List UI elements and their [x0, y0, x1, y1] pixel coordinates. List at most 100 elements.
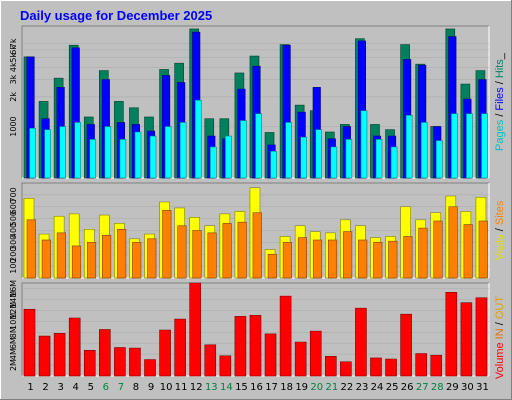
- bar-sites: [252, 212, 262, 279]
- bar-pages: [270, 151, 277, 179]
- bar-volume: [234, 316, 247, 377]
- day-labels: 1 2 3 4 5 6 7 8 9 10 11 12 13 14 15 16 17 18 19 20 21 22 23 24 2…: [27, 382, 488, 393]
- bar-sites: [373, 242, 383, 279]
- bar-pages: [89, 139, 97, 179]
- tick-label: 600: [9, 199, 18, 214]
- bar-volume: [159, 329, 171, 377]
- bar-volume: [460, 302, 473, 377]
- legend-top-part: /: [494, 111, 506, 120]
- bar-sites: [403, 236, 413, 279]
- day-label: 10: [160, 382, 173, 393]
- day-label: 2: [42, 382, 48, 393]
- legend-middle-part: Sites: [494, 200, 506, 225]
- bar-volume: [475, 297, 488, 377]
- panels: 10002k3k4k5k6k7k1002003004005006007002M4…: [9, 25, 490, 377]
- series-volume: [23, 282, 488, 377]
- bar-volume: [38, 335, 51, 377]
- tick-label: 400: [9, 223, 18, 238]
- bar-sites: [297, 237, 307, 279]
- bar-volume: [355, 307, 367, 377]
- bar-sites: [207, 232, 217, 279]
- day-label: 24: [371, 382, 384, 393]
- legend-top-part: Hits: [494, 59, 506, 78]
- day-label: 15: [235, 382, 248, 393]
- bar-pages: [330, 146, 338, 179]
- day-label: 29: [446, 382, 459, 393]
- day-label: 1: [27, 382, 33, 393]
- bar-sites: [86, 242, 97, 279]
- bar-volume: [83, 349, 96, 377]
- tick-label: 1000: [9, 116, 18, 136]
- bar-volume: [294, 341, 307, 377]
- tick-label: 300: [9, 235, 18, 250]
- legend-top-part: Files: [494, 87, 506, 111]
- bar-volume: [309, 330, 322, 377]
- bar-sites: [26, 219, 36, 279]
- tick-label: 16M: [9, 280, 18, 297]
- bar-volume: [23, 308, 36, 377]
- day-label: 16: [250, 382, 263, 393]
- day-label: 21: [325, 382, 338, 393]
- bar-sites: [56, 232, 66, 279]
- bar-pages: [210, 146, 217, 179]
- day-label: 27: [416, 382, 429, 393]
- bar-sites: [358, 239, 368, 279]
- tick-label: 2k: [9, 92, 18, 102]
- bar-volume: [340, 361, 352, 377]
- day-label: 11: [175, 382, 188, 393]
- legend-top: Pages / Files / Hits_: [494, 52, 506, 151]
- tick-label: 700: [9, 187, 18, 202]
- bar-pages: [240, 120, 247, 179]
- day-label: 30: [461, 382, 474, 393]
- bar-pages: [29, 127, 36, 179]
- bar-pages: [255, 113, 262, 179]
- bar-sites: [418, 227, 428, 279]
- bar-sites: [478, 220, 488, 279]
- bar-pages: [466, 113, 473, 179]
- series-sites: [26, 206, 488, 279]
- tick-label: 4M: [9, 348, 18, 360]
- bar-sites: [41, 239, 51, 279]
- bar-volume: [99, 329, 111, 377]
- bar-sites: [237, 221, 247, 279]
- bar-sites: [328, 239, 338, 279]
- day-label: 5: [88, 382, 94, 393]
- bar-volume: [53, 333, 66, 377]
- chart-title: Daily usage for December 2025: [20, 8, 212, 23]
- legend-middle-part: /: [494, 225, 506, 234]
- bar-pages: [149, 135, 157, 179]
- bar-sites: [192, 230, 202, 279]
- legend-bottom-part: OUT: [494, 296, 506, 320]
- day-label: 7: [118, 382, 124, 393]
- bar-pages: [59, 126, 66, 179]
- bar-pages: [285, 122, 292, 179]
- bar-pages: [390, 146, 398, 179]
- bar-pages: [451, 113, 458, 179]
- bar-pages: [119, 139, 127, 179]
- day-label: 28: [431, 382, 444, 393]
- bar-sites: [71, 245, 82, 279]
- legend-bottom-part: IN: [494, 328, 506, 339]
- bar-volume: [189, 282, 202, 377]
- bar-pages: [375, 139, 383, 179]
- bar-sites: [177, 225, 187, 279]
- bar-pages: [179, 122, 187, 179]
- day-label: 22: [341, 382, 354, 393]
- day-label: 18: [280, 382, 293, 393]
- legend-middle-part: Visits: [494, 234, 506, 261]
- day-label: 26: [401, 382, 414, 393]
- bar-pages: [315, 129, 323, 179]
- legend-top-part: Pages: [494, 119, 506, 151]
- bar-volume: [430, 354, 443, 377]
- bar-pages: [104, 126, 112, 179]
- bar-pages: [435, 140, 443, 179]
- tick-label: 8M: [9, 326, 18, 338]
- bar-pages: [405, 115, 413, 179]
- bar-volume: [174, 318, 186, 377]
- day-label: 8: [133, 382, 139, 393]
- bar-volume: [68, 317, 81, 377]
